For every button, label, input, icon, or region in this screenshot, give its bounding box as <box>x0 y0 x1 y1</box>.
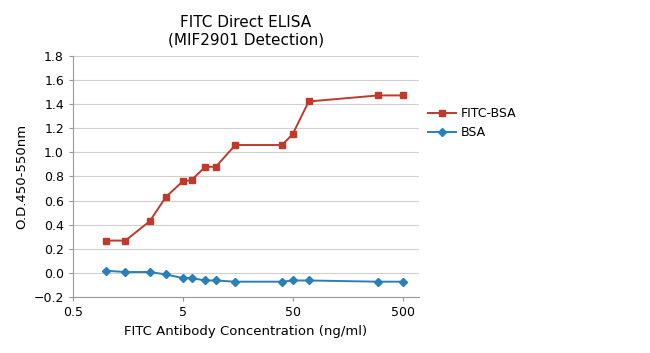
BSA <box>374 280 382 284</box>
FITC-BSA <box>122 238 129 243</box>
Line: BSA: BSA <box>103 268 406 285</box>
BSA <box>122 270 129 274</box>
FITC-BSA <box>202 164 209 169</box>
FITC-BSA <box>289 132 296 136</box>
BSA <box>146 270 153 274</box>
FITC-BSA <box>162 195 170 199</box>
BSA <box>102 269 110 273</box>
FITC-BSA <box>212 164 220 169</box>
FITC-BSA <box>102 238 110 243</box>
BSA <box>289 279 296 283</box>
FITC-BSA <box>278 143 286 147</box>
FITC-BSA <box>146 219 153 223</box>
FITC-BSA <box>398 93 406 97</box>
FITC-BSA <box>374 93 382 97</box>
BSA <box>231 280 239 284</box>
BSA <box>278 280 286 284</box>
FITC-BSA <box>305 99 313 103</box>
BSA <box>162 272 170 276</box>
FITC-BSA <box>231 143 239 147</box>
Title: FITC Direct ELISA
(MIF2901 Detection): FITC Direct ELISA (MIF2901 Detection) <box>168 15 324 47</box>
FITC-BSA <box>188 178 196 182</box>
FITC-BSA <box>179 179 187 184</box>
Legend: FITC-BSA, BSA: FITC-BSA, BSA <box>428 107 516 139</box>
BSA <box>179 276 187 280</box>
Y-axis label: O.D.450-550nm: O.D.450-550nm <box>15 124 28 229</box>
BSA <box>212 279 220 283</box>
BSA <box>202 279 209 283</box>
BSA <box>305 279 313 283</box>
Line: FITC-BSA: FITC-BSA <box>103 92 406 244</box>
BSA <box>398 280 406 284</box>
BSA <box>188 276 196 280</box>
X-axis label: FITC Antibody Concentration (ng/ml): FITC Antibody Concentration (ng/ml) <box>124 325 367 338</box>
